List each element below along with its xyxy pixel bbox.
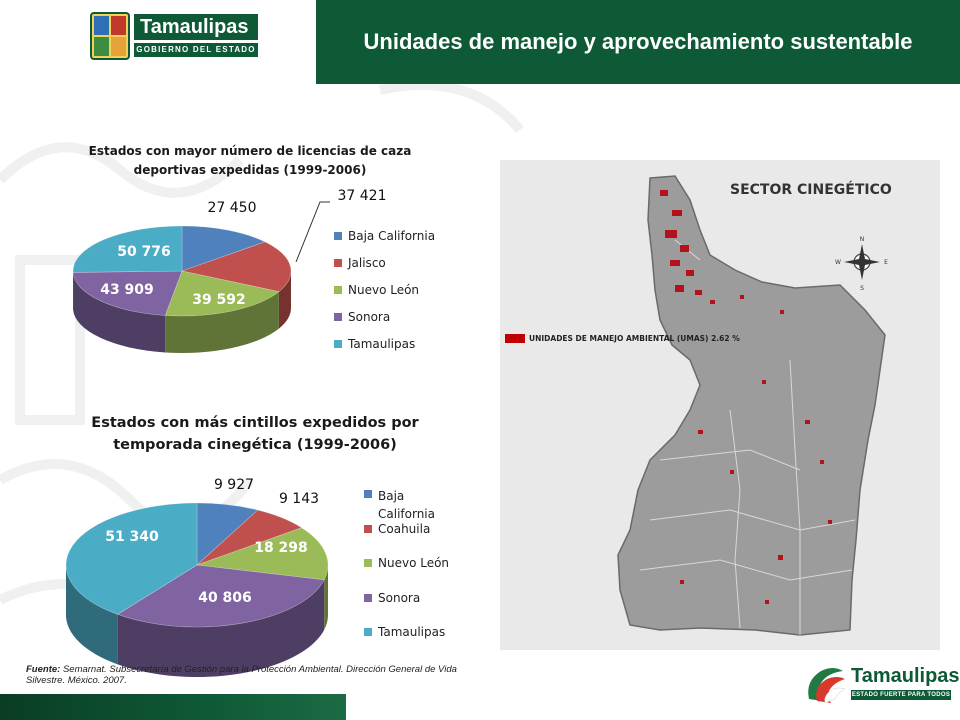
legend-label: Nuevo León [378, 556, 450, 570]
legend-label: Tamaulipas [348, 337, 416, 351]
pie1-slice-jalisco [180, 241, 292, 292]
legend-label: Coahuila [378, 521, 431, 536]
bottom-bar [0, 694, 346, 720]
legend-label: Baja California [348, 229, 436, 243]
pie1-side-nuevo-león [165, 291, 279, 353]
pie1-side-sonora [73, 272, 166, 353]
pie2-slice-sonora [116, 564, 325, 628]
tamaulipas-estado-logo: Tamaulipas ESTADO FUERTE PARA TODOS [803, 663, 960, 707]
pie1-data-label-tamaulipas: 50 776 [117, 244, 171, 260]
pie2-slice-baja-california [196, 502, 259, 566]
legend-swatch [334, 313, 342, 321]
pie2-data-label-baja-california: 9 927 [214, 477, 254, 493]
map-legend-label: UNIDADES DE MANEJO AMBIENTAL (UMAS) 2.62… [529, 334, 740, 343]
pie1-data-label-jalisco: 37 421 [338, 188, 387, 204]
legend-label: Sonora [378, 590, 421, 605]
pie1-side-jalisco [278, 271, 291, 329]
compass-icon: N S E W [835, 236, 888, 292]
compass-w: W [835, 259, 841, 266]
pie1-slice-baja-california [181, 225, 266, 272]
compass-s: S [860, 285, 864, 292]
pie1-data-label-baja-california: 27 450 [208, 200, 257, 216]
legend-label: Tamaulipas [378, 625, 446, 639]
pie1-slice-sonora [72, 270, 183, 316]
pie2-side-tamaulipas [65, 565, 118, 665]
pie2-data-label-tamaulipas: 51 340 [105, 529, 159, 545]
legend-label: Nuevo León [348, 283, 420, 297]
pie2-data-label-sonora: 40 806 [198, 590, 252, 606]
legend-label: Baja California [378, 489, 435, 521]
legend-swatch [364, 593, 372, 602]
pie1-leader-line [295, 201, 330, 263]
chart1-title: Estados con mayor número de licencias de… [88, 144, 412, 177]
legend-swatch [334, 259, 342, 267]
source-label: Fuente: [26, 664, 61, 675]
legend-swatch [364, 559, 372, 567]
pie-chart-1: 27 450 37 421 39 592 43 909 50 776 [72, 188, 387, 353]
source-text: Semarnat. Subsecretaría de Gestión para … [26, 664, 457, 686]
compass-e: E [884, 259, 888, 266]
pie-chart-2: 9 927 9 143 18 298 40 806 51 340 [65, 477, 329, 678]
pie1-slice-nuevo-león [164, 270, 280, 317]
logo-bottom-subtitle: ESTADO FUERTE PARA TODOS [851, 690, 951, 700]
tamaulipas-emblem-icon [808, 668, 846, 704]
page-title: Unidades de manejo y aprovechamiento sus… [363, 29, 913, 54]
map-panel: N S E W [500, 160, 940, 650]
pie2-slice-coahuila [196, 509, 303, 566]
logo-subtitle: GOBIERNO DEL ESTADO [134, 43, 258, 57]
source-note: Fuente: Semarnat. Subsecretaría de Gesti… [26, 664, 496, 686]
tamaulipas-map: N S E W [617, 175, 888, 636]
title-bar: Unidades de manejo y aprovechamiento sus… [316, 0, 960, 84]
logo-name: Tamaulipas [134, 14, 258, 40]
tamaulipas-gobierno-logo: Tamaulipas GOBIERNO DEL ESTADO [90, 12, 260, 62]
legend-label: Sonora [348, 310, 391, 324]
pie2-data-label-coahuila: 9 143 [279, 491, 319, 507]
legend-swatch [364, 524, 372, 533]
pie1-slice-tamaulipas [72, 225, 183, 273]
pie1-data-label-sonora: 43 909 [100, 282, 154, 298]
legend-swatch [364, 490, 372, 498]
map-legend-swatch [505, 334, 525, 343]
pie2-side-sonora [117, 579, 325, 678]
pie2-slice-tamaulipas [65, 502, 198, 615]
legend-label: Jalisco [348, 256, 386, 270]
state-shield-icon [90, 12, 130, 60]
legend-swatch [334, 286, 342, 294]
pie1-data-label-nuevo-león: 39 592 [192, 292, 246, 308]
legend-swatch [364, 628, 372, 636]
chart2-title: Estados con más cintillos expedidos por … [91, 415, 419, 453]
chart2-legend: Baja California Coahuila Nuevo León Sonora T… [364, 487, 484, 647]
legend-swatch [334, 340, 342, 348]
map-title: SECTOR CINEGÉTICO [730, 182, 892, 198]
pie2-data-label-nuevo-león: 18 298 [254, 540, 308, 556]
pie2-slice-nuevo-león [196, 527, 329, 581]
legend-swatch [334, 232, 342, 240]
compass-n: N [860, 236, 865, 243]
logo-bottom-name: Tamaulipas [851, 665, 960, 687]
state-shape [617, 175, 886, 636]
pie2-side-nuevo-león [324, 565, 328, 630]
chart1-legend: Baja California Jalisco Nuevo León Sonora Ta… [334, 229, 484, 359]
